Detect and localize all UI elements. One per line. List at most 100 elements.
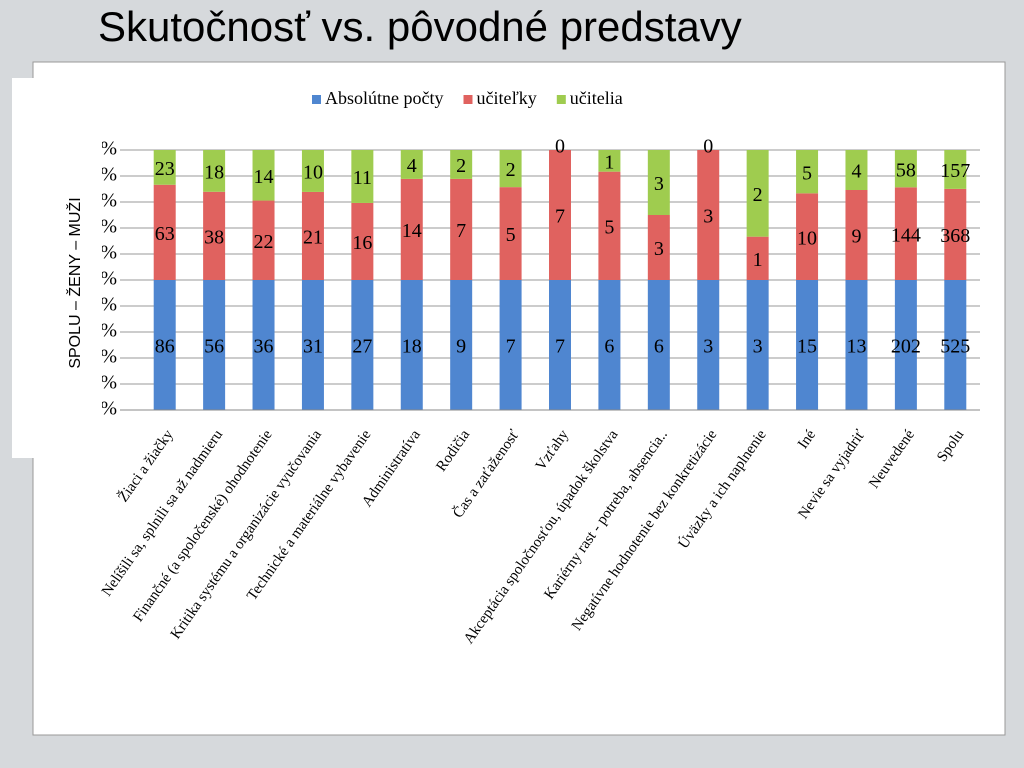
bar-segment	[746, 280, 769, 410]
data-label: 22	[254, 231, 274, 253]
bar-segment	[647, 215, 670, 280]
data-label: 10	[303, 162, 323, 184]
bar-segment	[301, 150, 324, 192]
data-label: 5	[506, 224, 516, 246]
bar-segment	[944, 188, 967, 280]
data-label: 6	[654, 336, 664, 358]
data-label: 31	[303, 336, 323, 358]
data-label: 58	[896, 159, 916, 181]
legend-swatch	[556, 95, 566, 104]
bar-segment	[796, 280, 819, 410]
bar-segment	[944, 280, 967, 410]
data-label: 16	[352, 232, 372, 254]
data-label: 157	[940, 160, 970, 182]
data-label: 3	[753, 336, 763, 358]
bar-segment	[746, 236, 769, 280]
slide-title: Skutočnosť vs. pôvodné predstavy	[98, 3, 742, 50]
data-label: 36	[254, 336, 274, 358]
bar-segment	[598, 171, 621, 280]
y-axis-label: SPOLU – ŽENY – MUŽI	[65, 197, 84, 368]
data-label: 11	[353, 167, 372, 189]
bar-segment	[796, 193, 819, 280]
bar-segment	[647, 280, 670, 410]
data-label: 5	[802, 162, 812, 184]
bar-segment	[697, 150, 720, 280]
bar-segment	[845, 150, 868, 190]
bar-segment	[647, 150, 670, 215]
data-label: 7	[506, 336, 516, 358]
data-label: 7	[555, 336, 565, 358]
bar-segment	[845, 190, 868, 280]
bar-segment	[351, 150, 374, 203]
bar-segment	[499, 150, 522, 188]
label-panel	[12, 78, 102, 458]
data-label: 38	[204, 226, 224, 248]
legend-label: Absolútne počty	[325, 88, 444, 108]
data-label: 2	[456, 155, 466, 177]
bar-segment	[746, 150, 769, 237]
data-label: 13	[846, 336, 866, 358]
data-label: 3	[703, 206, 713, 228]
bar-segment	[499, 187, 522, 280]
data-label: 1	[753, 249, 763, 271]
data-label: 0	[703, 136, 713, 158]
data-label: 2	[506, 159, 516, 181]
data-label: 3	[654, 173, 664, 195]
data-label: 7	[555, 206, 565, 228]
bar-segment	[845, 280, 868, 410]
bar-segment	[796, 150, 819, 194]
data-label: 3	[703, 336, 713, 358]
data-label: 144	[891, 224, 921, 246]
legend-swatch	[463, 95, 473, 104]
data-label: 4	[407, 155, 417, 177]
legend-swatch	[312, 95, 321, 104]
data-label: 2	[753, 184, 763, 206]
bar-segment	[351, 280, 374, 410]
bar-segment	[400, 280, 423, 410]
bar-segment	[697, 280, 720, 410]
bar-segment	[894, 150, 917, 188]
bar-segment	[153, 280, 176, 410]
data-label: 5	[604, 216, 614, 238]
bar-segment	[252, 150, 275, 201]
data-label: 18	[204, 161, 224, 183]
bar-segment	[252, 280, 275, 410]
bar-segment	[598, 280, 621, 410]
bar-segment	[450, 178, 473, 280]
data-label: 15	[797, 336, 817, 358]
data-label: 18	[402, 336, 422, 358]
data-label: 368	[940, 225, 970, 247]
bar-segment	[499, 280, 522, 410]
bar-segment	[351, 202, 374, 280]
data-label: 4	[851, 161, 861, 183]
bar-segment	[549, 150, 571, 280]
data-label: 27	[352, 336, 372, 358]
bar-segment	[944, 150, 967, 189]
data-label: 9	[851, 226, 861, 248]
data-label: 6	[604, 336, 614, 358]
data-label: 1	[604, 151, 614, 173]
bar-segment	[450, 280, 473, 410]
bar-segment	[301, 191, 324, 280]
bar-segment	[400, 178, 423, 280]
data-label: 63	[155, 223, 175, 245]
bar-segment	[400, 150, 423, 179]
bar-segment	[203, 150, 226, 192]
bar-segment	[203, 191, 226, 280]
bar-segment	[549, 280, 571, 410]
bar-segment	[153, 184, 176, 280]
bar-segment	[894, 187, 917, 280]
data-label: 14	[254, 166, 274, 188]
data-label: 202	[891, 336, 921, 358]
data-label: 9	[456, 336, 466, 358]
data-label: 525	[940, 336, 970, 358]
data-label: 14	[402, 220, 422, 242]
bar-segment	[203, 280, 226, 410]
bar-segment	[894, 280, 917, 410]
data-label: 86	[155, 336, 175, 358]
bar-segment	[450, 150, 473, 179]
data-label: 0	[555, 136, 565, 158]
data-label: 10	[797, 227, 817, 249]
